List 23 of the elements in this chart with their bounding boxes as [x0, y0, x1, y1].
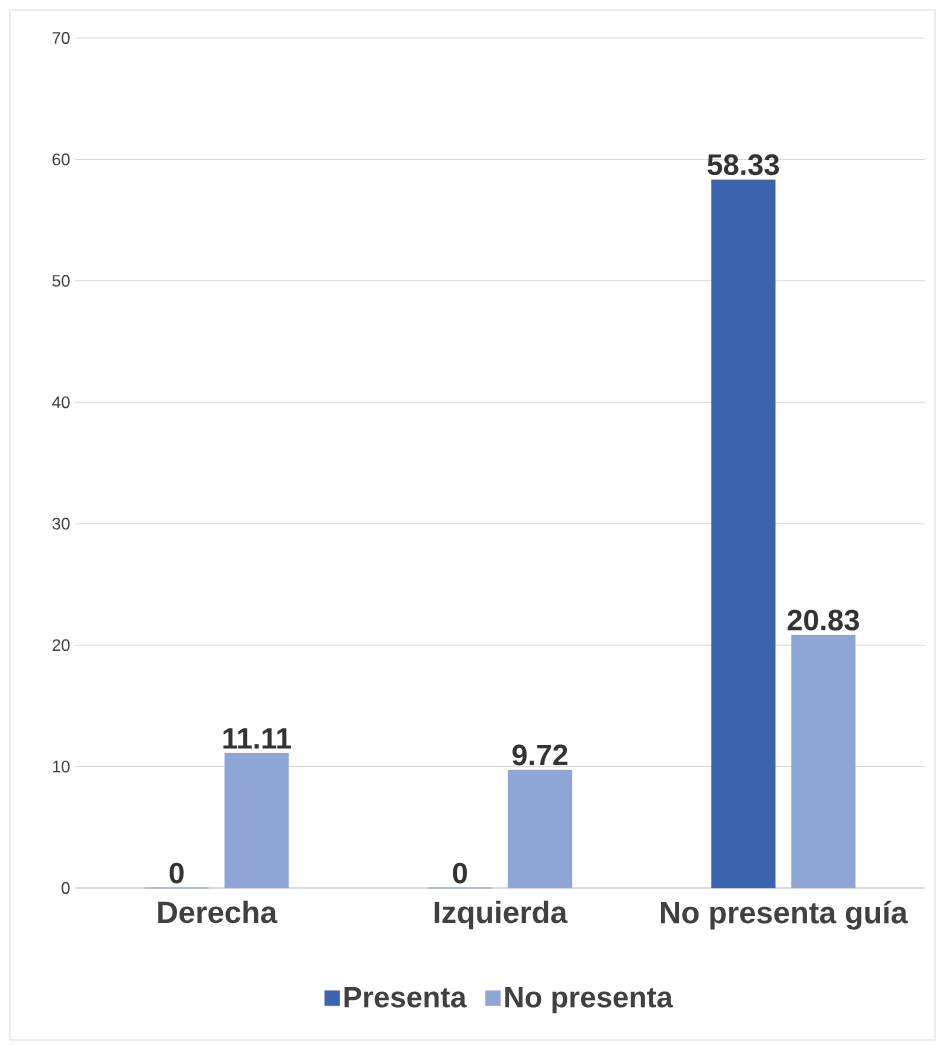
- data-label: 11.11: [223, 728, 291, 749]
- bar: [711, 179, 776, 889]
- y-tick-label: 40: [52, 396, 70, 409]
- bar: [507, 769, 573, 889]
- data-label: 0: [169, 862, 184, 884]
- legend-label: No presenta: [505, 987, 673, 1014]
- data-label: 0: [453, 862, 467, 884]
- bar: [224, 752, 289, 889]
- y-tick-label: 30: [52, 517, 70, 530]
- y-tick-label: 10: [53, 760, 70, 773]
- y-tick-label: 60: [52, 153, 70, 166]
- data-label: 9.72: [512, 744, 568, 766]
- y-tick-label: 20: [52, 639, 70, 652]
- bar: [791, 634, 856, 889]
- y-tick-label: 70: [52, 32, 70, 44]
- y-tick-label: 50: [52, 274, 70, 287]
- data-label: 58.33: [707, 154, 779, 176]
- x-tick-label: No presenta guía: [660, 900, 908, 930]
- data-label: 20.83: [787, 609, 859, 631]
- x-tick-label: Izquierda: [434, 900, 568, 930]
- y-tick-label: 0: [61, 882, 70, 894]
- x-tick-label: Derecha: [158, 900, 278, 924]
- legend-label: Presenta: [344, 987, 467, 1008]
